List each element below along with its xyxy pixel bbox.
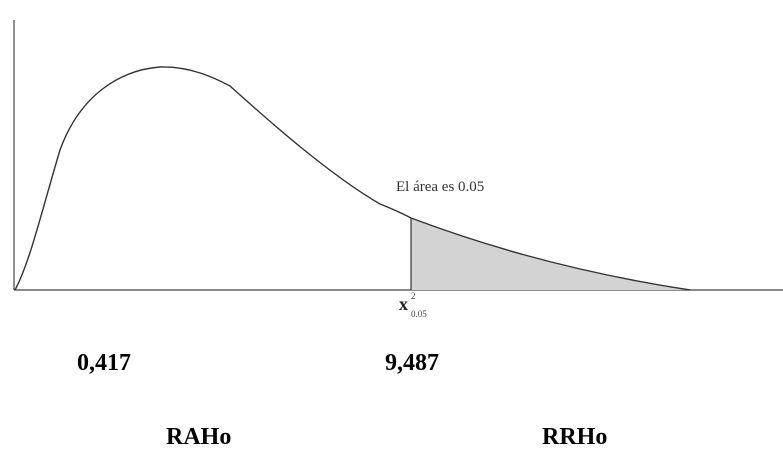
critical-superscript: 2 — [411, 291, 416, 301]
critical-symbol: x — [399, 294, 408, 314]
area-annotation: El área es 0.05 — [396, 179, 484, 195]
reject-region-label: RRHo — [542, 424, 608, 450]
critical-subscript: 0.05 — [411, 309, 427, 319]
right-value: 9,487 — [385, 350, 439, 376]
left-value: 0,417 — [77, 350, 131, 376]
accept-region-label: RAHo — [166, 424, 232, 450]
rejection-region — [411, 218, 690, 290]
density-curve — [14, 66, 691, 291]
